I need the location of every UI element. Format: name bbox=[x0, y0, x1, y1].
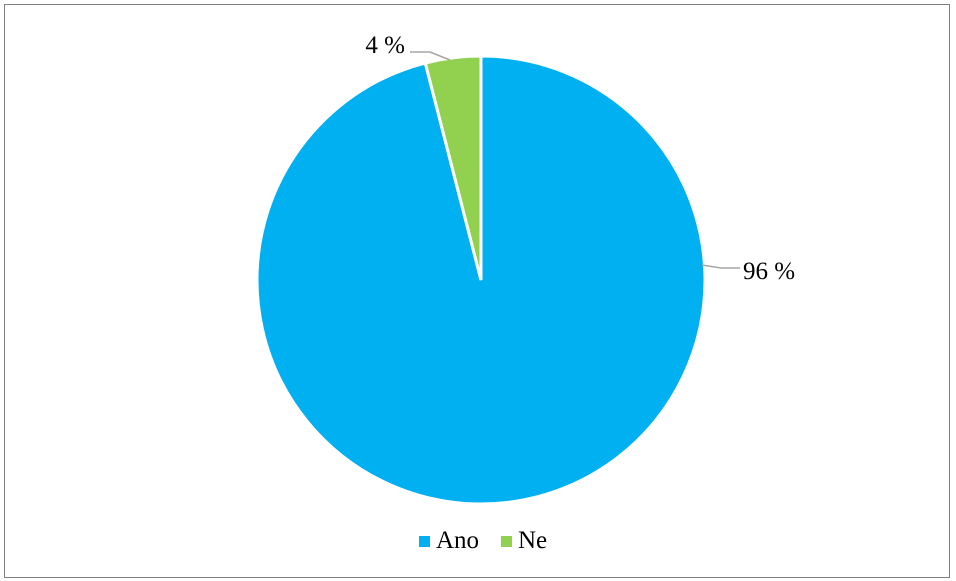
data-labels: 96 % 4 % bbox=[365, 32, 795, 285]
chart-frame: 96 % 4 % Ano Ne bbox=[4, 4, 950, 578]
legend: Ano Ne bbox=[419, 527, 547, 554]
legend-swatch-ne bbox=[501, 536, 512, 547]
legend-label-ano: Ano bbox=[436, 527, 479, 554]
legend-swatch-ano bbox=[419, 536, 430, 547]
pie-chart: 96 % 4 % Ano Ne bbox=[255, 32, 795, 554]
pie-slice-ne bbox=[423, 54, 483, 281]
legend-label-ne: Ne bbox=[518, 527, 547, 554]
pie-slices bbox=[255, 54, 707, 506]
leader-line-ne bbox=[410, 51, 451, 61]
data-label-ne: 4 % bbox=[365, 32, 405, 59]
leader-line-ano bbox=[701, 264, 740, 269]
data-label-ano: 96 % bbox=[743, 258, 795, 285]
